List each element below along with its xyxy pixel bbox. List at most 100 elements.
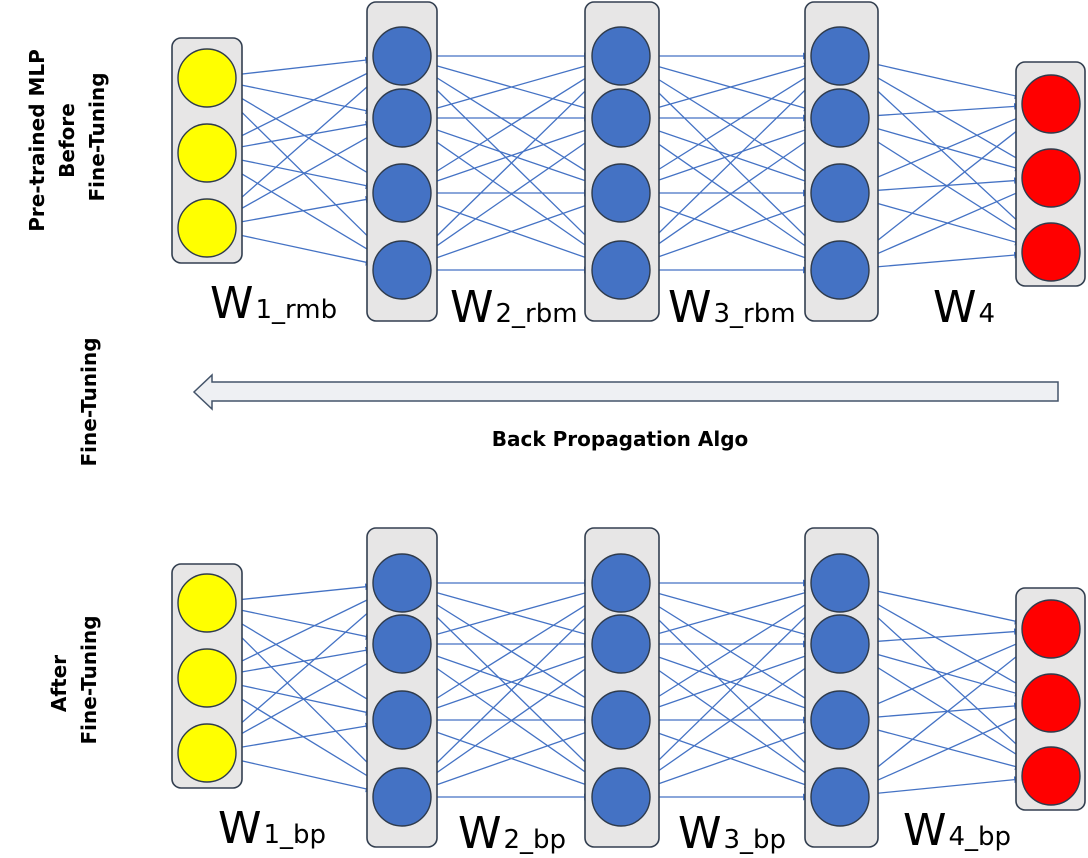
layer-box-hidden <box>366 1 438 322</box>
connection-edge <box>648 62 812 111</box>
connection-edge <box>648 728 812 788</box>
before-label: Pre-trained MLP Before Fine-Tuning <box>25 42 109 232</box>
input-neuron <box>177 198 237 258</box>
hidden-neuron <box>591 88 651 148</box>
connection-edge <box>860 75 1030 233</box>
hidden-neuron <box>810 163 870 223</box>
connection-edge <box>228 75 380 210</box>
after-label-line-1: After <box>47 655 71 712</box>
connection-edge <box>422 76 600 251</box>
hidden-neuron <box>810 614 870 674</box>
hidden-neuron <box>372 553 432 613</box>
before-label-line-3: Fine-Tuning <box>85 72 109 201</box>
connection-edge <box>868 102 1022 117</box>
hidden-neuron <box>372 163 432 223</box>
connection-edge <box>429 126 593 185</box>
backprop-arrow <box>192 373 1059 411</box>
connection-edge <box>235 646 373 674</box>
connection-edge <box>232 68 376 141</box>
weight-label: W3_rbm <box>668 282 796 333</box>
hidden-neuron <box>372 767 432 827</box>
connection-edge <box>235 121 373 149</box>
connection-edge <box>648 589 812 637</box>
before-label-line-1: Pre-trained MLP <box>25 49 49 232</box>
backprop-label: Back Propagation Algo <box>492 427 749 451</box>
connection-edge <box>867 125 1023 172</box>
hidden-neuron <box>372 26 432 86</box>
hidden-neuron <box>810 767 870 827</box>
hidden-neuron <box>372 88 432 148</box>
connection-edge <box>867 651 1023 697</box>
connection-edge <box>426 71 596 179</box>
output-neuron <box>1021 74 1081 134</box>
weight-label: W3_bp <box>678 808 786 858</box>
connection-edge <box>429 62 593 111</box>
connection-edge <box>866 714 1024 786</box>
input-neuron <box>177 648 237 708</box>
hidden-neuron <box>810 553 870 613</box>
connection-edge <box>866 115 1024 183</box>
connection-edge <box>645 71 815 179</box>
output-neuron <box>1021 746 1081 806</box>
layer-box-hidden <box>584 1 660 322</box>
connection-edge <box>864 658 1026 761</box>
connection-edge <box>864 596 1026 689</box>
hidden-neuron <box>372 690 432 750</box>
output-neuron <box>1021 599 1081 659</box>
connection-edge <box>868 61 1022 100</box>
output-neuron <box>1021 148 1081 208</box>
connection-edge <box>235 722 373 749</box>
connection-edge <box>641 603 819 778</box>
connection-edge <box>429 652 593 712</box>
connection-edge <box>235 758 373 793</box>
connection-edge <box>231 692 377 782</box>
connection-edge <box>860 602 1030 757</box>
weight-labels-before: W1_rmb W2_rbm W3_rbm W4 <box>210 278 995 333</box>
after-label-line-2: Fine-Tuning <box>77 615 101 744</box>
connection-edge <box>644 660 816 781</box>
hidden-neuron <box>591 767 651 827</box>
weight-label: W4 <box>933 282 995 333</box>
hidden-neuron <box>591 553 651 613</box>
output-neuron <box>1021 673 1081 733</box>
connection-edge <box>866 189 1024 260</box>
connection-edge <box>868 588 1022 625</box>
connection-edge <box>231 167 377 256</box>
connection-edge <box>235 83 373 114</box>
connection-edge <box>235 233 373 266</box>
connection-edge <box>429 201 593 261</box>
hidden-neuron <box>591 26 651 86</box>
layer-box-hidden <box>366 527 438 848</box>
output-neuron <box>1021 222 1081 282</box>
weight-label: W1_bp <box>218 803 326 854</box>
weight-label: W4_bp <box>903 805 1011 856</box>
connection-edge <box>429 728 593 788</box>
connection-edge <box>868 251 1022 269</box>
weight-labels-after: W1_bp W2_bp W3_bp W4_bp <box>218 803 1011 858</box>
neurons-after <box>177 553 1081 827</box>
input-neuron <box>177 723 237 783</box>
connection-edge <box>867 200 1023 246</box>
connection-edge <box>429 589 593 637</box>
connection-edge <box>648 126 812 185</box>
neurons-before <box>177 26 1081 300</box>
connection-edge <box>648 652 812 712</box>
connection-edge <box>227 622 382 777</box>
connections-before <box>227 52 1030 274</box>
connection-edge <box>862 122 1028 253</box>
connection-edge <box>868 628 1022 643</box>
connection-edge <box>868 702 1022 719</box>
connection-edge <box>425 660 597 781</box>
connection-edge <box>235 583 373 601</box>
hidden-neuron <box>591 614 651 674</box>
connection-edge <box>648 201 812 261</box>
connection-edge <box>235 196 373 224</box>
connection-edge <box>868 776 1022 795</box>
hidden-neuron <box>372 614 432 674</box>
weight-label: W1_rmb <box>210 278 337 329</box>
connection-edge <box>231 132 377 215</box>
weight-label: W2_bp <box>458 808 566 858</box>
hidden-neuron <box>372 240 432 300</box>
input-neuron <box>177 48 237 108</box>
